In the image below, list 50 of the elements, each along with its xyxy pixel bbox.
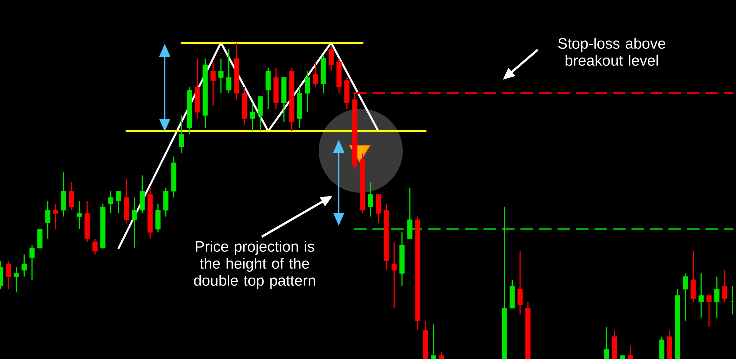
candlestick	[392, 242, 397, 309]
candlestick	[628, 346, 634, 359]
candlestick	[45, 200, 51, 240]
candlestick	[38, 228, 43, 249]
candlestick	[179, 115, 184, 154]
candlestick	[69, 181, 74, 212]
candlestick	[431, 324, 436, 359]
candlestick	[6, 260, 12, 290]
candlestick	[659, 336, 665, 359]
candlestick	[124, 178, 130, 224]
candlestick	[730, 286, 736, 316]
candlestick	[132, 197, 138, 249]
candlestick	[690, 251, 696, 303]
annotation: Stop-loss above breakout level	[558, 38, 666, 66]
candlestick	[92, 238, 98, 256]
candlestick	[667, 330, 672, 359]
candlestick	[30, 244, 35, 281]
candlestick	[328, 46, 334, 72]
candlestick	[210, 61, 216, 107]
candlestick	[376, 194, 382, 224]
candlestick	[53, 204, 58, 230]
candlestick	[250, 102, 256, 132]
candlestick	[218, 58, 224, 94]
candlestick	[305, 70, 310, 114]
candlestick	[344, 77, 350, 110]
candlestick	[408, 188, 413, 240]
candlestick	[108, 190, 114, 214]
candlestick	[61, 172, 66, 218]
candlestick	[140, 175, 146, 214]
candlestick	[714, 276, 720, 318]
candlestick	[22, 254, 27, 278]
annotation: Price projection is the height of the double top pattern	[194, 241, 316, 289]
candlestick	[313, 61, 318, 88]
candlestick	[722, 270, 728, 303]
candlestick	[226, 48, 232, 94]
candlestick	[518, 251, 523, 316]
candlestick	[266, 68, 271, 110]
candlestick	[510, 279, 516, 309]
candlestick	[612, 330, 618, 359]
candlestick	[368, 181, 374, 218]
candlestick	[164, 188, 169, 218]
candlestick	[698, 273, 704, 318]
candlestick	[706, 295, 712, 328]
candlestick	[76, 200, 82, 230]
candlestick	[258, 96, 264, 132]
candlestick	[14, 266, 20, 294]
candlestick	[683, 273, 688, 322]
candlestick	[116, 190, 122, 214]
candlestick	[604, 326, 610, 359]
candlestick	[156, 204, 161, 234]
